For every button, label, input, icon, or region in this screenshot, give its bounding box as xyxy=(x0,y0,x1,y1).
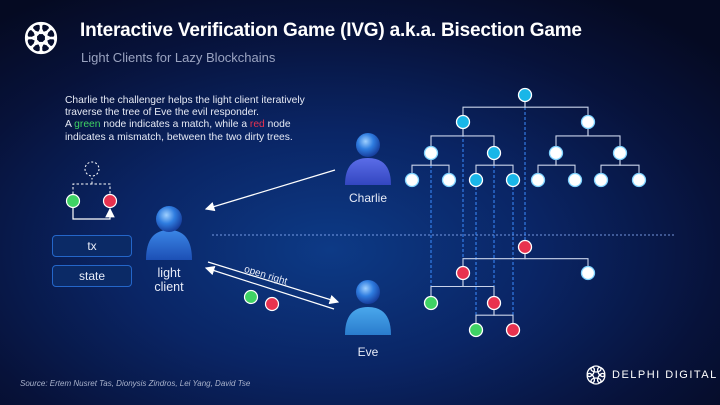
charlie-tree-node xyxy=(612,145,628,161)
light-client-label: light client xyxy=(154,266,184,294)
text: node indicates a match, while a xyxy=(100,119,250,131)
green-node-icon xyxy=(243,289,259,305)
light-client-avatar xyxy=(146,206,192,260)
charlie-avatar xyxy=(345,133,391,185)
delphi-logo-icon xyxy=(24,21,58,55)
charlie-tree-edge xyxy=(524,95,589,122)
green-node-icon xyxy=(65,193,81,209)
dashed-node-icon xyxy=(84,161,100,177)
description-line: indicates a mismatch, between the two di… xyxy=(65,131,293,143)
description-line: traverse the tree of Eve the evil respon… xyxy=(65,107,260,119)
eve-avatar xyxy=(345,280,391,335)
eve-to-client-arrow xyxy=(204,265,335,310)
charlie-tree-node xyxy=(567,172,583,188)
charlie-tree-node xyxy=(517,87,533,103)
eve-tree-node xyxy=(580,265,596,281)
charlie-tree-node xyxy=(404,172,420,188)
description-line: A green node indicates a match, while a … xyxy=(65,119,365,131)
page-title: Interactive Verification Game (IVG) a.k.… xyxy=(80,20,582,41)
charlie-tree-node xyxy=(441,172,457,188)
description-text: Charlie the challenger helps the light c… xyxy=(65,95,365,144)
charlie-tree-node xyxy=(486,145,502,161)
charlie-tree-node xyxy=(505,172,521,188)
red-node-icon xyxy=(264,296,280,312)
eve-tree-node xyxy=(517,239,533,255)
charlie-tree-node xyxy=(468,172,484,188)
text: A xyxy=(65,119,75,131)
charlie-tree-node xyxy=(455,114,471,130)
brand-name: DELPHI DIGITAL xyxy=(612,369,718,381)
charlie-tree-node xyxy=(631,172,647,188)
charlie-to-client-arrow xyxy=(204,169,336,212)
page-subtitle: Light Clients for Lazy Blockchains xyxy=(81,50,276,65)
eve-tree-node xyxy=(423,295,439,311)
mini-bisection-diagram xyxy=(65,161,118,220)
eve-tree-node xyxy=(468,322,484,338)
eve-tree-node xyxy=(486,295,502,311)
text: node xyxy=(264,119,291,131)
charlie-tree-node xyxy=(593,172,609,188)
delphi-footer-logo-icon xyxy=(586,365,606,385)
eve-tree-edge xyxy=(524,247,589,273)
red-word: red xyxy=(249,119,265,131)
charlie-label: Charlie xyxy=(348,191,387,205)
charlie-tree-node xyxy=(423,145,439,161)
client-to-eve-arrow xyxy=(207,261,340,305)
red-node-icon xyxy=(102,193,118,209)
description-line: Charlie the challenger helps the light c… xyxy=(65,95,305,106)
eve-tree-node xyxy=(455,265,471,281)
charlie-tree-node xyxy=(580,114,596,130)
charlie-tree-node xyxy=(530,172,546,188)
charlie-tree-node xyxy=(548,145,564,161)
tx-box: tx xyxy=(52,235,132,257)
source-citation: Source: Ertem Nusret Tas, Dionysis Zindr… xyxy=(20,379,251,388)
state-box: state xyxy=(52,265,132,287)
charlie-tree-edge xyxy=(462,95,526,122)
green-word: green xyxy=(74,119,101,131)
eve-label: Eve xyxy=(357,345,379,359)
eve-tree-node xyxy=(505,322,521,338)
